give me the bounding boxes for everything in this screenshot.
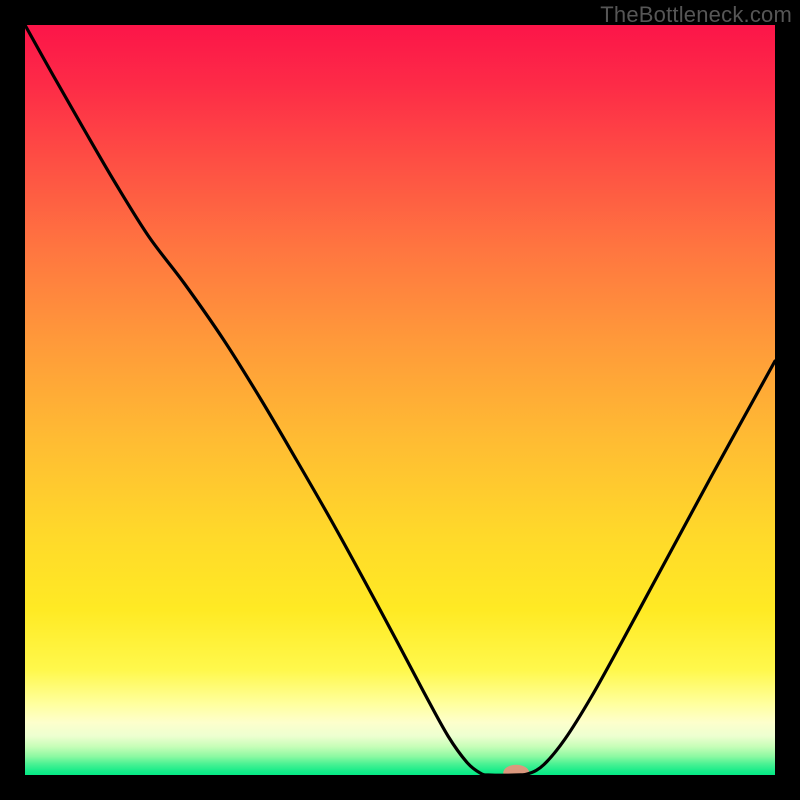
frame-left xyxy=(0,0,25,800)
plot-background xyxy=(25,25,775,775)
chart-container: { "watermark": { "text": "TheBottleneck.… xyxy=(0,0,800,800)
watermark-text: TheBottleneck.com xyxy=(600,2,792,28)
bottleneck-curve-chart xyxy=(0,0,800,800)
frame-right xyxy=(775,0,800,800)
frame-bottom xyxy=(0,775,800,800)
